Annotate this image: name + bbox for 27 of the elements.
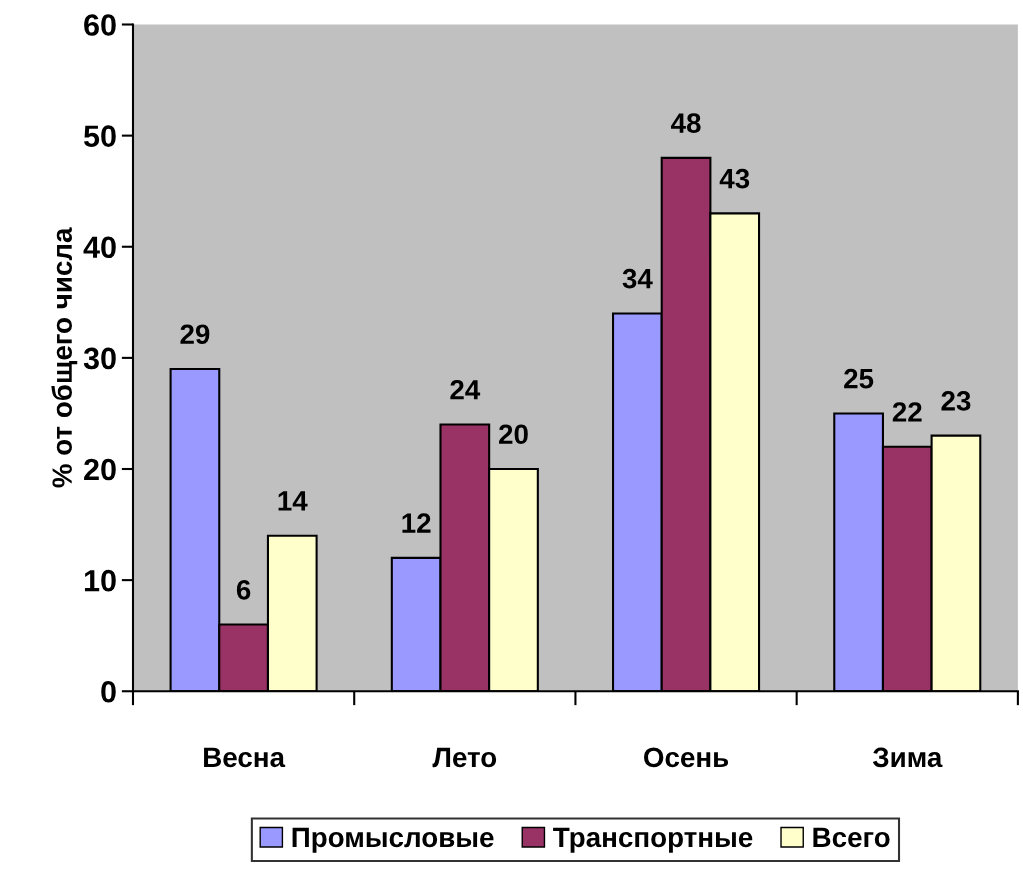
x-tick-label: Весна	[204, 747, 286, 768]
y-tick-label: 20	[84, 458, 116, 481]
data-label: 12	[402, 513, 431, 533]
data-label: 20	[499, 424, 528, 445]
y-tick-label: 50	[83, 125, 116, 147]
y-tick-label: 60	[84, 14, 116, 36]
x-tick-label: Зима	[872, 747, 943, 768]
y-tick-label: 10	[84, 569, 116, 592]
data-label: 14	[278, 491, 308, 511]
data-label: 43	[719, 168, 750, 189]
data-label: 6	[236, 579, 251, 600]
y-tick-label: 30	[83, 347, 116, 370]
data-label: 23	[941, 391, 971, 411]
data-label: 22	[892, 402, 922, 422]
legend-label: Промысловые	[292, 827, 494, 853]
data-label: 25	[844, 368, 874, 389]
legend-label: Всего	[813, 827, 890, 848]
data-label: 34	[622, 268, 653, 289]
data-label: 29	[180, 324, 210, 345]
data-label: 24	[450, 379, 481, 400]
x-tick-label: Осень	[644, 747, 729, 768]
y-axis-title: % от общего числа	[51, 227, 78, 488]
y-tick-label: 40	[83, 236, 116, 259]
y-tick-label: 0	[101, 680, 116, 703]
x-tick-label: Лето	[432, 747, 497, 768]
legend-label: Транспортные	[553, 827, 753, 853]
data-label: 48	[671, 113, 701, 133]
